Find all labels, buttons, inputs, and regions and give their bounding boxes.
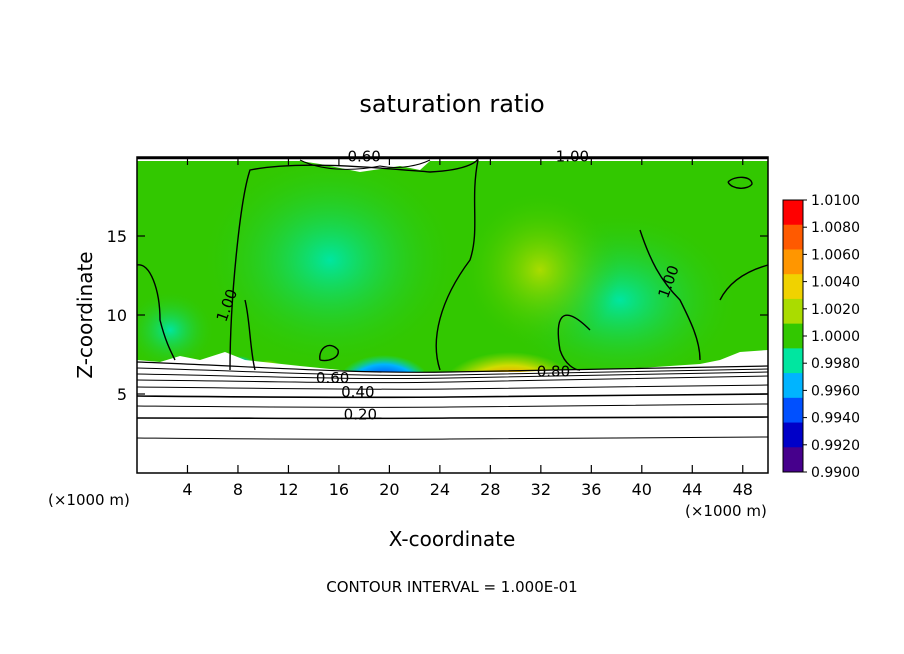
colorbar-swatch bbox=[783, 373, 803, 399]
x-tick-label: 36 bbox=[581, 480, 601, 499]
colorbar: 1.0100 1.0080 1.0060 1.0040 1.0020 1.0000 0.99… bbox=[782, 193, 860, 481]
colorbar-label: 1.0000 bbox=[811, 329, 860, 345]
contour-label: 0.80 bbox=[537, 363, 570, 381]
y-tick-label: 10 bbox=[107, 306, 127, 325]
x-tick-label: 16 bbox=[329, 480, 349, 499]
contour-label: 0.60 bbox=[316, 369, 349, 387]
colorbar-swatch bbox=[783, 348, 803, 374]
colorbar-label: 1.0100 bbox=[811, 193, 860, 209]
plot-area bbox=[137, 157, 768, 473]
colorbar-swatch bbox=[783, 249, 803, 275]
chart-title: saturation ratio bbox=[359, 90, 544, 118]
unsaturated-region bbox=[137, 350, 768, 473]
colorbar-label: 1.0080 bbox=[811, 220, 860, 236]
cyan-region bbox=[200, 157, 460, 370]
x-tick-label: 4 bbox=[182, 480, 192, 499]
x-unit-right: (×1000 m) bbox=[685, 502, 767, 520]
colorbar-swatch bbox=[783, 447, 803, 473]
unsaturated-top bbox=[137, 157, 768, 172]
x-unit-left: (×1000 m) bbox=[48, 491, 130, 509]
x-tick-label: 44 bbox=[682, 480, 702, 499]
x-tick-label: 12 bbox=[278, 480, 298, 499]
colorbar-swatch bbox=[783, 397, 803, 424]
contour-label: 0.40 bbox=[341, 383, 374, 401]
colorbar-label: 1.0060 bbox=[811, 247, 860, 263]
colorbar-label: 0.9980 bbox=[811, 356, 860, 372]
x-axis-label: X-coordinate bbox=[389, 527, 516, 551]
y-axis-ticks: 5 10 15 bbox=[107, 227, 768, 404]
x-tick-label: 8 bbox=[233, 480, 243, 499]
cyan-region bbox=[137, 290, 215, 370]
colorbar-label: 0.9920 bbox=[811, 438, 860, 454]
y-tick-label: 5 bbox=[117, 385, 127, 404]
y-tick-label: 15 bbox=[107, 227, 127, 246]
y-axis-label: Z-coordinate bbox=[73, 251, 97, 378]
colorbar-label: 0.9940 bbox=[811, 411, 860, 427]
colorbar-swatch bbox=[783, 323, 803, 349]
contour-label-layer: 1.001.001.000.600.400.200.800.60 bbox=[213, 148, 683, 424]
x-tick-label: 40 bbox=[632, 480, 652, 499]
colorbar-label: 0.9960 bbox=[811, 383, 860, 399]
colorbar-swatch bbox=[783, 224, 803, 250]
contour-label: 0.20 bbox=[344, 405, 377, 423]
colorbar-swatch bbox=[783, 274, 803, 300]
colorbar-label: 0.9900 bbox=[811, 465, 860, 481]
x-axis-ticks: 4 8 12 16 20 24 28 32 36 40 44 48 bbox=[182, 157, 753, 499]
x-tick-label: 48 bbox=[733, 480, 753, 499]
colorbar-label: 1.0040 bbox=[811, 275, 860, 291]
colorbar-label: 1.0020 bbox=[811, 302, 860, 318]
contour-lines bbox=[137, 157, 768, 440]
x-tick-label: 32 bbox=[531, 480, 551, 499]
contour-interval-note: CONTOUR INTERVAL = 1.000E-01 bbox=[326, 578, 577, 596]
x-tick-label: 24 bbox=[430, 480, 450, 499]
yellow-region bbox=[460, 190, 620, 350]
colorbar-swatch bbox=[783, 298, 803, 325]
x-tick-label: 20 bbox=[379, 480, 399, 499]
colorbar-swatch bbox=[783, 200, 803, 226]
colorbar-swatch bbox=[783, 422, 803, 448]
x-tick-label: 28 bbox=[480, 480, 500, 499]
